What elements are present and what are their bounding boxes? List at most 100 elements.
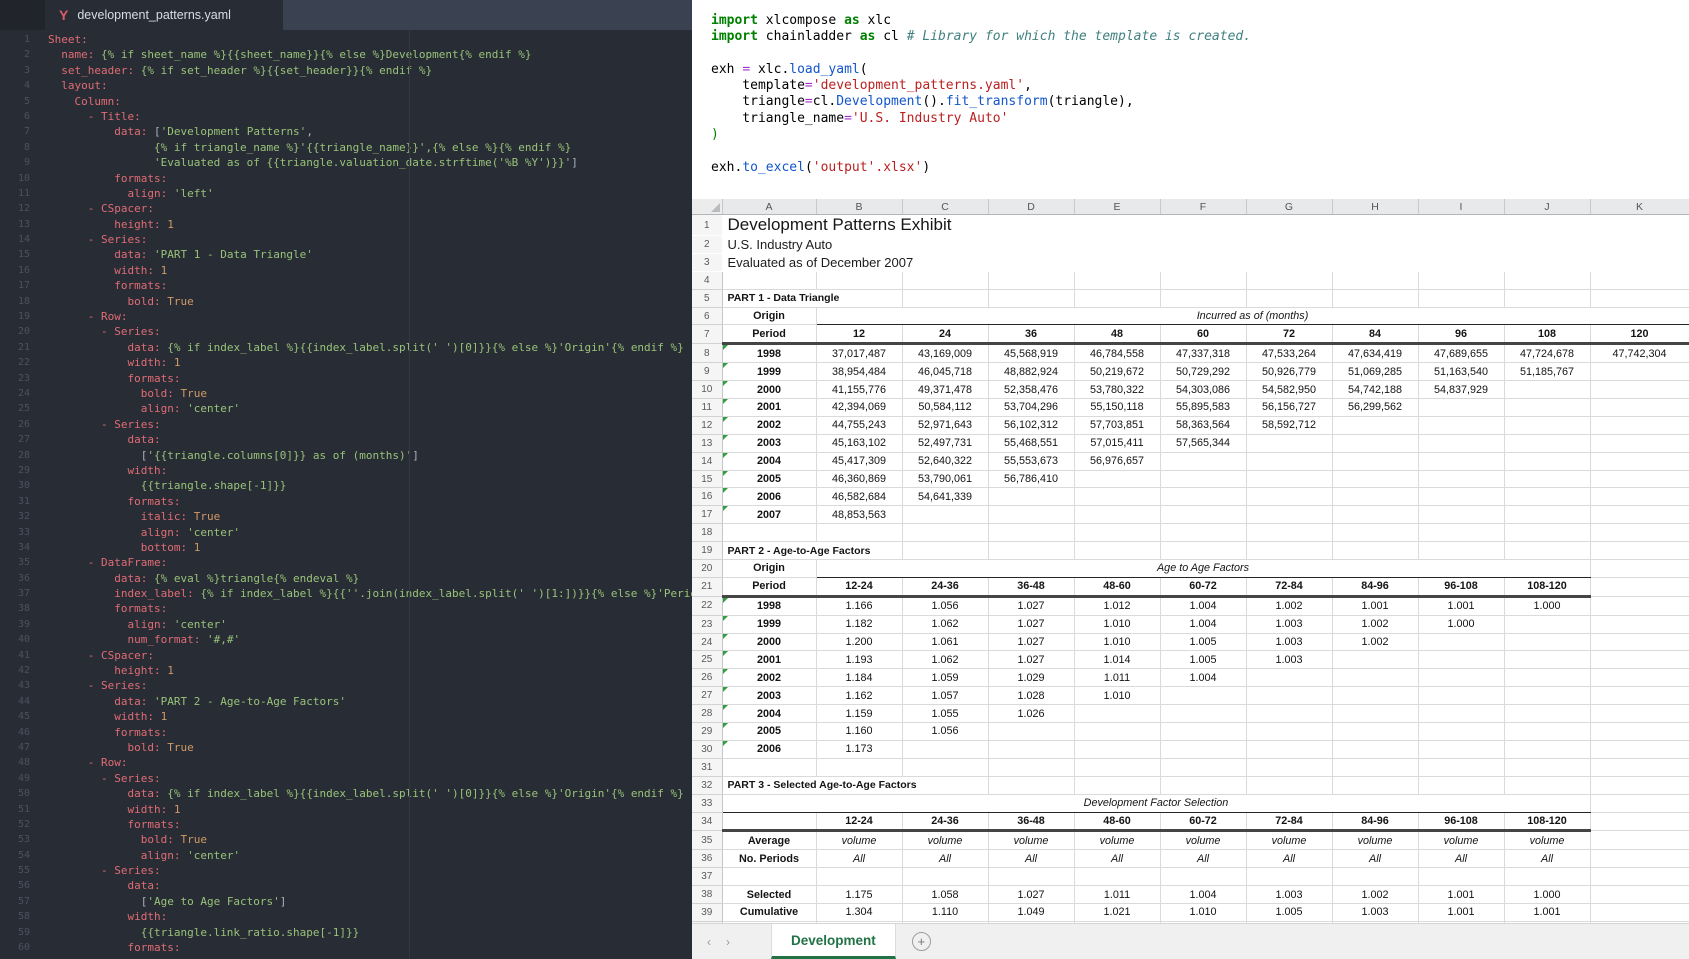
row-number-34[interactable]: 34 <box>692 812 723 832</box>
cell-H11[interactable]: 56,299,562 <box>1332 398 1419 417</box>
column-header-G[interactable]: G <box>1246 199 1333 215</box>
cell-I11[interactable] <box>1418 398 1505 417</box>
cell-H24[interactable]: 1.002 <box>1332 633 1419 652</box>
cell-C26[interactable]: 1.059 <box>902 668 989 688</box>
cell-J23[interactable] <box>1504 615 1591 634</box>
cell-J36[interactable]: All <box>1504 849 1591 869</box>
cell-K24[interactable] <box>1590 633 1689 652</box>
cell-A25[interactable]: 2001 <box>722 650 817 670</box>
row-number-31[interactable]: 31 <box>692 758 723 777</box>
cell-K8[interactable]: 47,742,304 <box>1590 343 1689 364</box>
row-number-29[interactable]: 29 <box>692 722 723 741</box>
cell-G9[interactable]: 50,926,779 <box>1246 362 1333 382</box>
cell-C14[interactable]: 52,640,322 <box>902 452 989 471</box>
cell-A23[interactable]: 1999 <box>722 615 817 634</box>
cell-A38[interactable]: Selected <box>722 885 817 904</box>
cell-I24[interactable] <box>1418 633 1505 652</box>
row-number-38[interactable]: 38 <box>692 885 723 904</box>
row-number-30[interactable]: 30 <box>692 740 723 759</box>
cell-K25[interactable] <box>1590 650 1689 670</box>
cell-J5[interactable] <box>1504 289 1591 308</box>
row-number-37[interactable]: 37 <box>692 867 723 887</box>
cell-F5[interactable] <box>1160 289 1247 308</box>
cell-J35[interactable]: volume <box>1504 830 1591 851</box>
cell-G29[interactable] <box>1246 722 1333 741</box>
cell-A18[interactable] <box>722 523 817 543</box>
cell-C38[interactable]: 1.058 <box>902 885 989 904</box>
cell-K38[interactable] <box>1590 885 1689 904</box>
cell-K35[interactable] <box>1590 830 1689 851</box>
cell-C17[interactable] <box>902 505 989 525</box>
cell-I29[interactable] <box>1418 722 1505 741</box>
yaml-editor-panel[interactable]: Y development_patterns.yaml 1 Sheet: 2 nam… <box>0 0 692 959</box>
cell-D36[interactable]: All <box>988 849 1075 869</box>
cell-J14[interactable] <box>1504 452 1591 471</box>
cell-D9[interactable]: 48,882,924 <box>988 362 1075 382</box>
cell-F23[interactable]: 1.004 <box>1160 615 1247 634</box>
cell-I30[interactable] <box>1418 740 1505 759</box>
cell-E32[interactable] <box>1074 776 1161 795</box>
cell-G13[interactable] <box>1246 434 1333 453</box>
cell-H39[interactable]: 1.003 <box>1332 903 1419 922</box>
cell-A22[interactable]: 1998 <box>722 596 817 616</box>
cell-C25[interactable]: 1.062 <box>902 650 989 670</box>
cell-B35[interactable]: volume <box>816 830 903 851</box>
cell-I25[interactable] <box>1418 650 1505 670</box>
cell-I4[interactable] <box>1418 271 1505 290</box>
row-number-13[interactable]: 13 <box>692 434 723 453</box>
column-header-H[interactable]: H <box>1332 199 1419 215</box>
cell-B13[interactable]: 45,163,102 <box>816 434 903 453</box>
cell-J18[interactable] <box>1504 523 1591 543</box>
cell-D10[interactable]: 52,358,476 <box>988 380 1075 400</box>
row-number-10[interactable]: 10 <box>692 380 723 400</box>
cell-C18[interactable] <box>902 523 989 543</box>
cell-F9[interactable]: 50,729,292 <box>1160 362 1247 382</box>
cell-C23[interactable]: 1.062 <box>902 615 989 634</box>
cell-D19[interactable] <box>988 541 1075 561</box>
cell-C39[interactable]: 1.110 <box>902 903 989 922</box>
column-header-I[interactable]: I <box>1418 199 1505 215</box>
cell-H21[interactable]: 84-96 <box>1332 577 1419 598</box>
cell-D13[interactable]: 55,468,551 <box>988 434 1075 453</box>
cell-H7[interactable]: 84 <box>1332 324 1419 346</box>
sheet-nav-prev-icon[interactable]: ‹ <box>707 934 711 949</box>
cell-G39[interactable]: 1.005 <box>1246 903 1333 922</box>
row-number-21[interactable]: 21 <box>692 577 723 597</box>
cell-I13[interactable] <box>1418 434 1505 453</box>
cell-B23[interactable]: 1.182 <box>816 615 903 634</box>
cell-H28[interactable] <box>1332 704 1419 724</box>
cell-B38[interactable]: 1.175 <box>816 885 903 904</box>
cell-A6[interactable]: Origin <box>722 307 817 326</box>
row-number-22[interactable]: 22 <box>692 596 723 616</box>
cell-D29[interactable] <box>988 722 1075 741</box>
cell-E31[interactable] <box>1074 758 1161 777</box>
cell-G21[interactable]: 72-84 <box>1246 577 1333 598</box>
cell-A15[interactable]: 2005 <box>722 470 817 489</box>
cell-H38[interactable]: 1.002 <box>1332 885 1419 904</box>
cell-C22[interactable]: 1.056 <box>902 596 989 616</box>
cell-G19[interactable] <box>1246 541 1333 561</box>
cell-G30[interactable] <box>1246 740 1333 759</box>
cell-I32[interactable] <box>1418 776 1505 795</box>
cell-I18[interactable] <box>1418 523 1505 543</box>
cell-K34[interactable] <box>1590 812 1689 832</box>
cell-F7[interactable]: 60 <box>1160 324 1247 346</box>
cell-E37[interactable] <box>1074 867 1161 887</box>
cell-E7[interactable]: 48 <box>1074 324 1161 346</box>
cell-D8[interactable]: 45,568,919 <box>988 343 1075 364</box>
cell-D30[interactable] <box>988 740 1075 759</box>
cell-B37[interactable] <box>816 867 903 887</box>
cell-I31[interactable] <box>1418 758 1505 777</box>
cell-B10[interactable]: 41,155,776 <box>816 380 903 400</box>
cell-A37[interactable] <box>722 867 817 887</box>
cell-E27[interactable]: 1.010 <box>1074 686 1161 706</box>
cell-C34[interactable]: 24-36 <box>902 812 989 833</box>
cell-C16[interactable]: 54,641,339 <box>902 487 989 507</box>
cell-H5[interactable] <box>1332 289 1419 308</box>
cell-D18[interactable] <box>988 523 1075 543</box>
cell-E13[interactable]: 57,015,411 <box>1074 434 1161 453</box>
cell-F4[interactable] <box>1160 271 1247 290</box>
cell-G36[interactable]: All <box>1246 849 1333 869</box>
cell-K23[interactable] <box>1590 615 1689 634</box>
cell-K13[interactable] <box>1590 434 1689 453</box>
